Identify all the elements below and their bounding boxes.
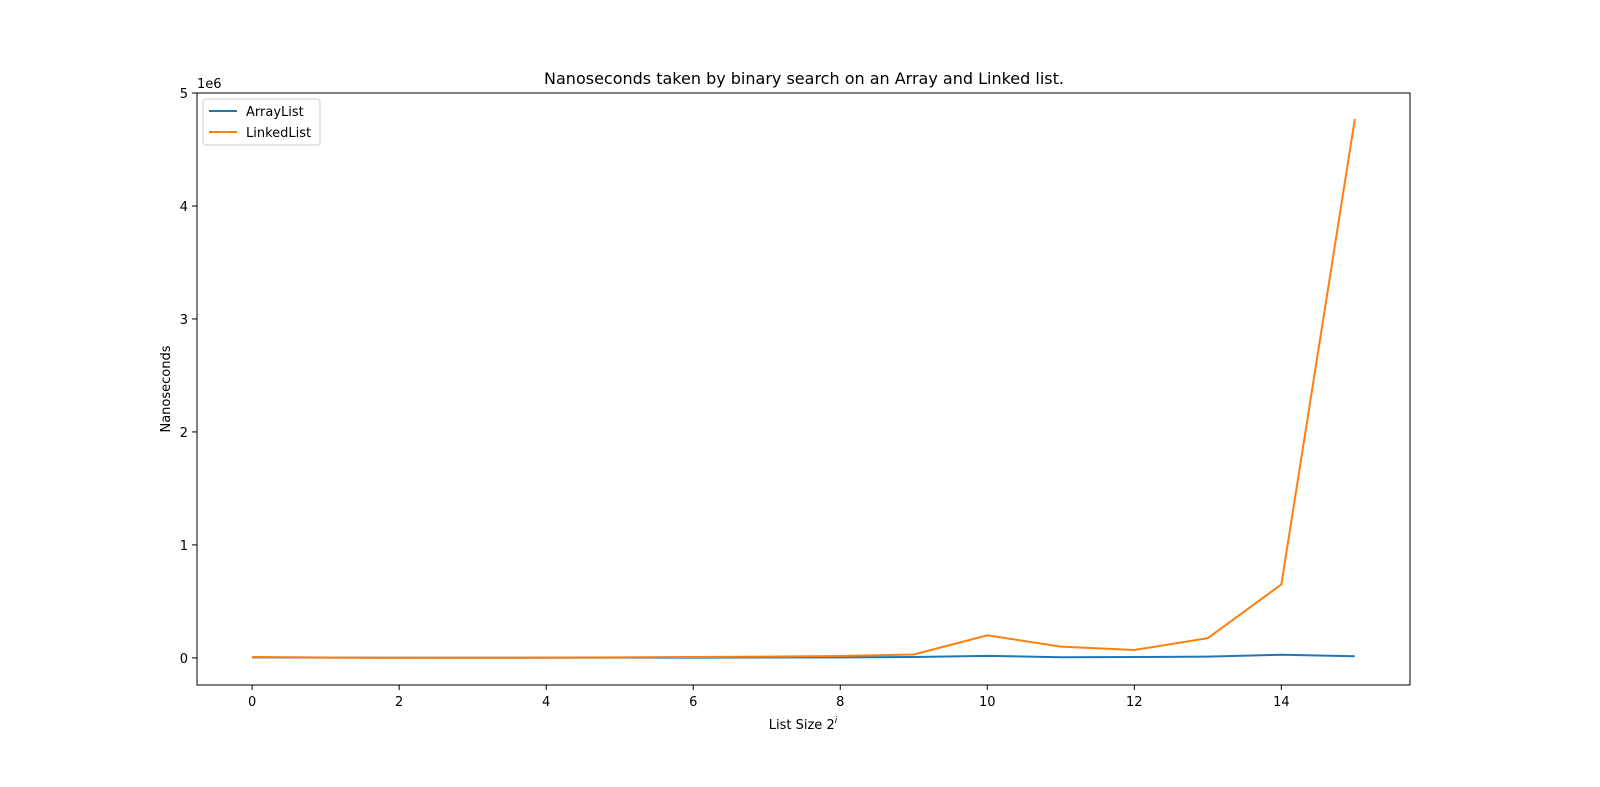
legend-label-arraylist: ArrayList [246,105,304,120]
y-axis-label: Nanoseconds [159,345,174,432]
y-tick-label: 3 [180,313,188,328]
x-axis-label: List Size 2i [769,716,838,733]
y-tick-label: 2 [180,426,188,441]
y-axis: 0 1 2 3 4 5 [180,87,197,667]
x-tick-label: 0 [248,695,256,710]
y-tick-label: 0 [180,652,188,667]
chart-title: Nanoseconds taken by binary search on an… [544,69,1064,88]
legend: ArrayList LinkedList [202,98,321,146]
y-tick-label: 1 [180,539,188,554]
x-tick-label: 2 [395,695,403,710]
series-layer [252,118,1356,659]
series-line-linkedlist [252,118,1356,659]
legend-label-linkedlist: LinkedList [246,126,311,141]
y-tick-label: 5 [180,87,188,102]
x-axis-label-text: List Size 2 [769,718,835,733]
x-tick-label: 14 [1273,695,1290,710]
x-tick-label: 12 [1126,695,1143,710]
x-tick-label: 8 [836,695,844,710]
x-axis-label-superscript: i [835,716,838,726]
x-tick-label: 6 [689,695,697,710]
y-axis-offset-label: 1e6 [197,77,222,92]
x-axis: 0 2 4 6 8 10 12 14 [248,685,1290,710]
y-tick-label: 4 [180,200,188,215]
plot-area-frame [196,92,1411,686]
x-tick-label: 4 [542,695,550,710]
x-tick-label: 10 [979,695,996,710]
